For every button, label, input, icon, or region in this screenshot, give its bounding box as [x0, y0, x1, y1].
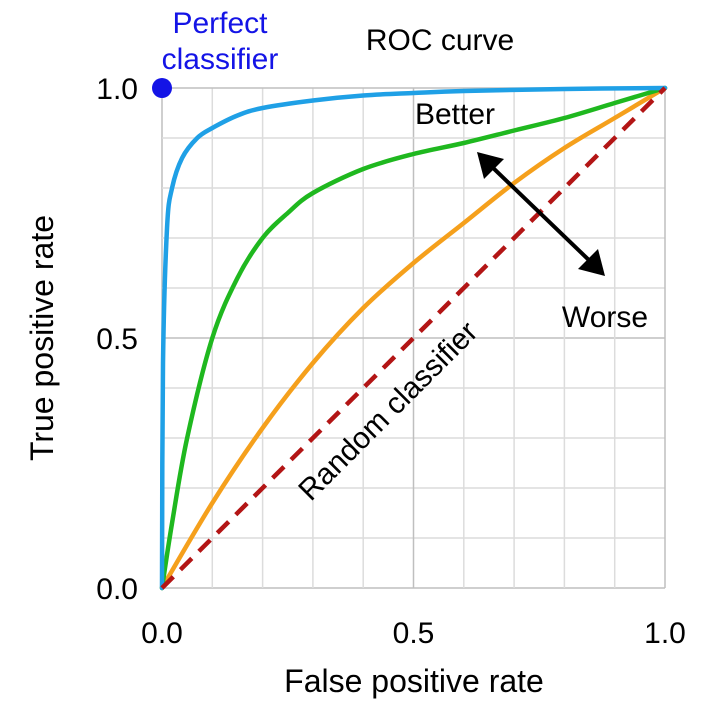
perfect-classifier-point	[152, 78, 172, 98]
x-tick-label: 1.0	[644, 617, 686, 650]
x-tick-label: 0.0	[141, 617, 183, 650]
y-axis-title: True positive rate	[24, 215, 60, 461]
roc-curve-random	[160, 86, 667, 590]
x-tick-label: 0.5	[393, 617, 435, 650]
y-tick-label: 0.0	[96, 573, 138, 606]
annotations: Perfect classifier Better Worse Random class…	[162, 7, 648, 507]
perfect-classifier-label: Perfect classifier	[162, 7, 279, 76]
series	[152, 78, 668, 591]
x-axis-title: False positive rate	[284, 663, 544, 699]
roc-curve-excellent	[159, 85, 668, 591]
arrow-head-worse	[578, 249, 605, 276]
perfect-classifier-label-line: Perfect	[172, 7, 268, 40]
y-tick-label: 1.0	[96, 73, 138, 106]
y-tick-label: 0.5	[96, 323, 138, 356]
perfect-classifier-label-line: classifier	[162, 43, 279, 76]
worse-label: Worse	[562, 301, 648, 334]
random-classifier-label: Random classifier	[292, 315, 484, 507]
better-label: Better	[415, 98, 495, 131]
roc-curve-fair	[159, 85, 668, 591]
arrow-shaft	[487, 162, 595, 266]
arrow-head-better	[477, 152, 504, 179]
chart-title: ROC curve	[366, 24, 514, 57]
roc-curve-good	[159, 85, 668, 591]
axis-ticks: 0.0 0.5 1.0 0.0 0.5 1.0	[96, 73, 686, 650]
